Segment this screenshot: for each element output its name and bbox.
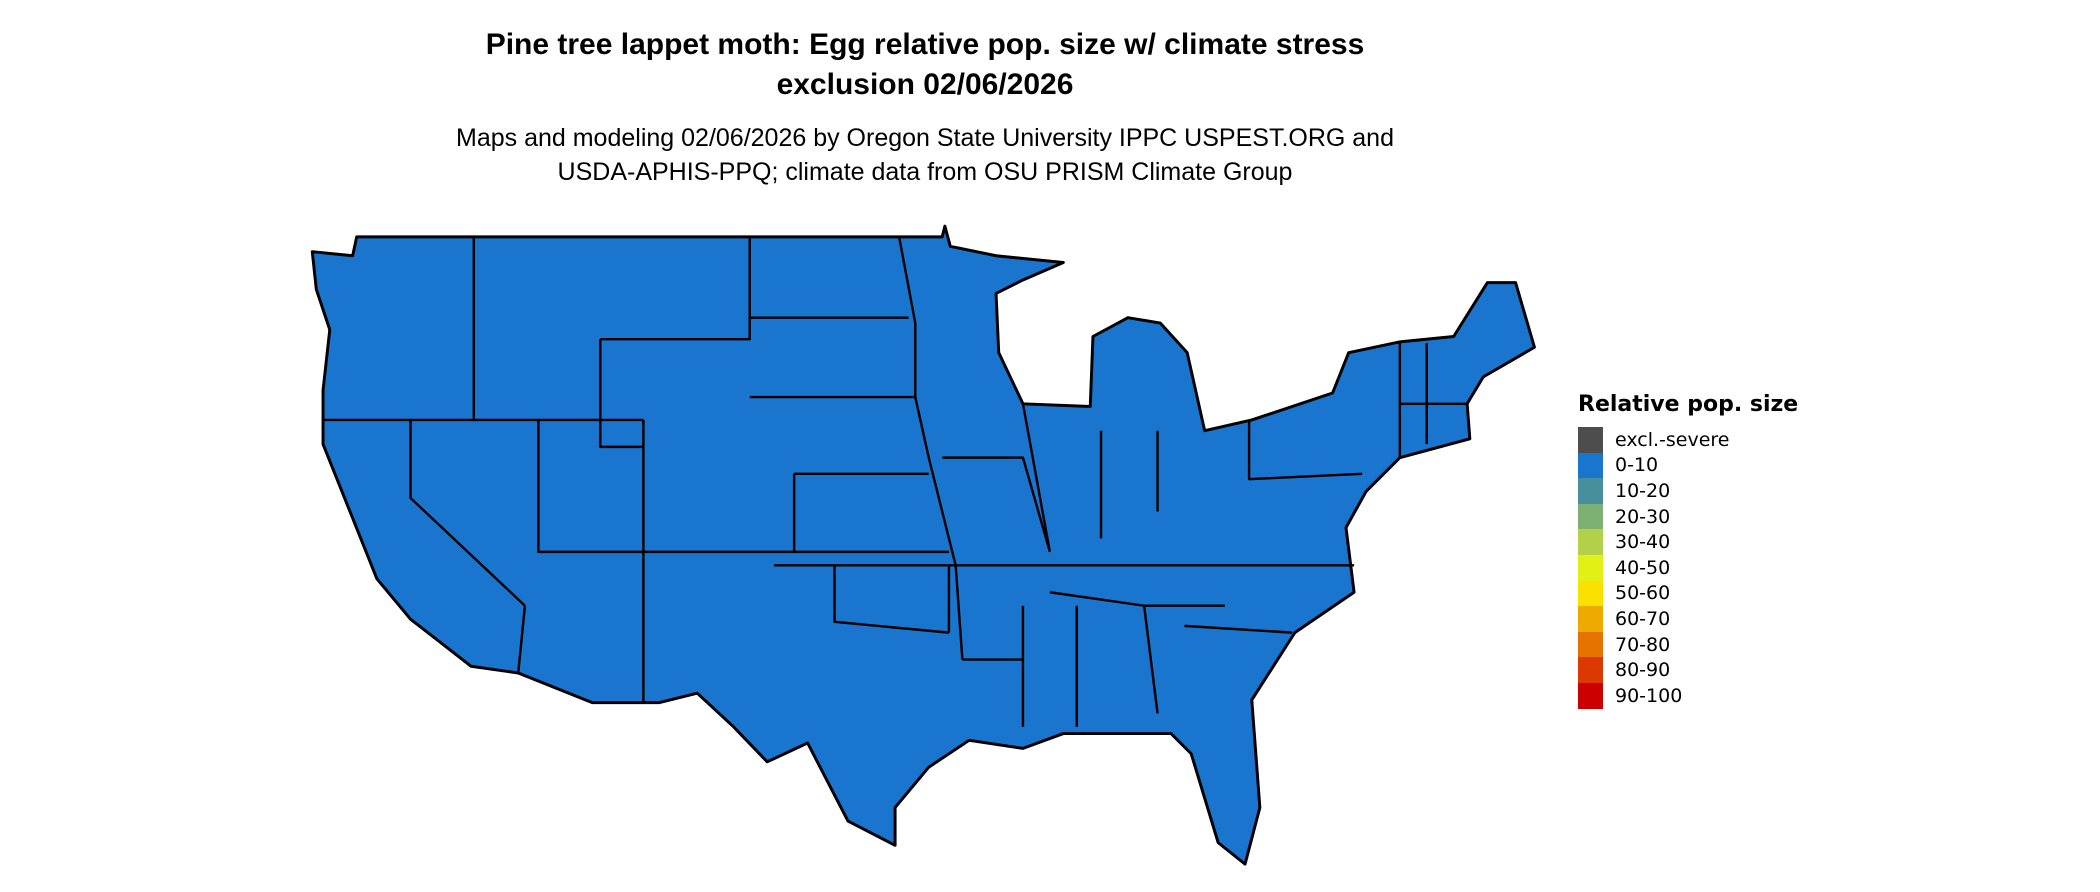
legend-swatch xyxy=(1578,427,1603,453)
legend-item: 50-60 xyxy=(1578,580,1798,607)
legend-item: 90-100 xyxy=(1578,682,1798,709)
legend-label: 0-10 xyxy=(1615,454,1659,477)
legend-swatch xyxy=(1578,657,1603,683)
legend-label: 60-70 xyxy=(1615,607,1671,630)
legend-swatch xyxy=(1578,606,1603,632)
legend-title: Relative pop. size xyxy=(1578,392,1799,417)
legend-item: 0-10 xyxy=(1578,452,1798,479)
legend-swatch xyxy=(1578,478,1603,504)
legend-label: 80-90 xyxy=(1615,659,1671,682)
legend-swatch xyxy=(1578,580,1603,607)
legend-item: 30-40 xyxy=(1578,529,1798,555)
legend-item: 60-70 xyxy=(1578,606,1798,632)
legend-swatch xyxy=(1578,503,1603,530)
legend-swatch xyxy=(1578,529,1603,555)
legend-item: 20-30 xyxy=(1578,503,1798,530)
legend: Relative pop. size excl.-severe 0-10 10-20… xyxy=(1578,392,1798,709)
legend-swatch xyxy=(1578,554,1603,581)
legend-item: 10-20 xyxy=(1578,478,1798,504)
title-line-1: Pine tree lappet moth: Egg relative pop.… xyxy=(485,28,1365,61)
legend-label: 70-80 xyxy=(1615,633,1671,656)
legend-label: excl.-severe xyxy=(1615,428,1730,451)
title-line-2: exclusion 02/06/2026 xyxy=(776,68,1074,101)
subtitle-line-2: USDA-APHIS-PPQ; climate data from OSU PR… xyxy=(557,158,1293,186)
legend-label: 10-20 xyxy=(1615,479,1671,502)
legend-swatch xyxy=(1578,452,1603,479)
legend-item: 70-80 xyxy=(1578,631,1798,658)
legend-swatch xyxy=(1578,631,1603,658)
legend-label: 30-40 xyxy=(1615,531,1671,554)
legend-label: 40-50 xyxy=(1615,556,1671,579)
legend-label: 90-100 xyxy=(1615,684,1683,707)
legend-label: 20-30 xyxy=(1615,505,1671,528)
legend-item: excl.-severe xyxy=(1578,427,1798,453)
conus-outline xyxy=(310,224,1536,866)
state-borders xyxy=(323,236,1468,727)
legend-item: 80-90 xyxy=(1578,657,1798,683)
legend-label: 50-60 xyxy=(1615,582,1671,605)
legend-item: 40-50 xyxy=(1578,554,1798,581)
subtitle-line-1: Maps and modeling 02/06/2026 by Oregon S… xyxy=(456,124,1394,152)
legend-swatch xyxy=(1578,682,1603,709)
